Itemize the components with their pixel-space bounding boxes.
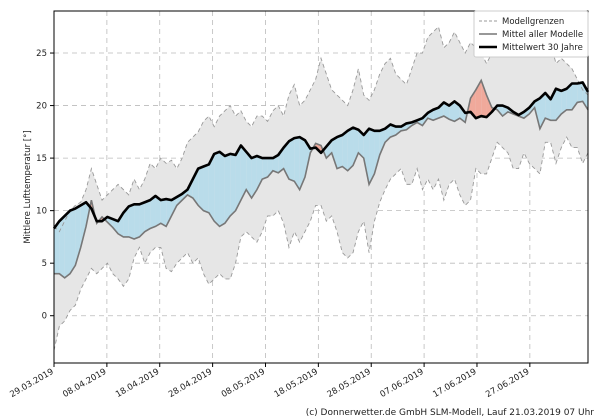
difference-segment — [128, 204, 135, 240]
difference-segment — [337, 134, 343, 169]
legend-label-model-range: Modellgrenzen — [502, 17, 564, 27]
legend: Modellgrenzen Mittel aller Modelle Mitte… — [473, 10, 589, 58]
difference-segment — [555, 88, 562, 121]
difference-segment — [118, 212, 124, 237]
x-tick-label: 17.06.2019 — [431, 367, 478, 400]
y-tick-label: 15 — [36, 154, 47, 164]
difference-segment — [443, 102, 450, 120]
x-tick-label: 18.05.2019 — [273, 367, 320, 400]
difference-segment — [203, 164, 209, 213]
difference-segment — [374, 130, 380, 174]
legend-label-model-mean: Mittel aller Modelle — [502, 30, 583, 40]
difference-segment — [150, 195, 156, 229]
difference-segment — [224, 153, 231, 224]
difference-segment — [577, 82, 583, 103]
difference-segment — [438, 102, 444, 119]
series-line-model-mean — [54, 78, 589, 279]
difference-segment — [545, 92, 551, 121]
difference-segment — [358, 129, 364, 159]
difference-segment — [353, 127, 359, 166]
difference-segment — [449, 101, 455, 122]
x-tick-label: 07.06.2019 — [378, 367, 425, 400]
x-tick-label: 28.04.2019 — [167, 367, 214, 400]
difference-segment — [123, 206, 129, 237]
y-tick-label: 0 — [42, 312, 47, 322]
difference-segment — [54, 221, 60, 274]
difference-segment — [208, 153, 215, 222]
difference-segment — [475, 80, 482, 119]
y-tick-label: 5 — [42, 259, 47, 269]
series-lines — [52, 20, 590, 351]
difference-segment — [219, 151, 225, 227]
x-tick-label: 08.04.2019 — [61, 367, 108, 400]
difference-segment — [64, 210, 71, 278]
difference-segment — [235, 145, 241, 211]
plot-frame — [53, 10, 589, 364]
difference-segment — [331, 137, 338, 169]
y-axis-label: Mittlere Lufttemperatur [°] — [23, 130, 33, 243]
difference-segment — [390, 124, 396, 138]
difference-segment — [240, 145, 247, 201]
difference-segment — [134, 204, 140, 240]
series-line-lower-bound — [53, 136, 589, 351]
difference-segment — [144, 200, 151, 232]
difference-segment — [171, 196, 177, 216]
x-tick-label: 28.05.2019 — [326, 367, 373, 400]
model-range-band — [54, 21, 588, 351]
difference-segment — [160, 199, 167, 227]
difference-segment — [342, 130, 348, 171]
difference-segment — [80, 202, 87, 248]
difference-segment — [155, 195, 161, 227]
x-tick-label: 27.06.2019 — [484, 367, 531, 400]
difference-segment — [198, 166, 204, 211]
difference-segment — [433, 107, 439, 121]
difference-segment — [267, 158, 273, 178]
difference-segment — [70, 208, 76, 274]
difference-segment — [139, 202, 145, 237]
legend-label-30y-mean: Mittelwert 30 Jahre — [502, 43, 583, 53]
difference-segment — [395, 126, 402, 135]
difference-segment — [481, 80, 487, 118]
difference-segment — [566, 83, 572, 110]
difference-segment — [454, 101, 460, 122]
legend-box — [473, 10, 589, 58]
difference-segment — [246, 151, 252, 199]
difference-segment — [251, 156, 257, 199]
series-line-upper-bound — [53, 20, 589, 233]
difference-segment — [294, 137, 300, 190]
difference-segment — [299, 137, 305, 190]
y-tick-label: 20 — [36, 102, 47, 112]
difference-segment — [379, 128, 386, 155]
difference-segment — [112, 219, 119, 234]
difference-segment — [347, 127, 354, 171]
difference-segment — [214, 151, 220, 227]
x-tick-label: 18.04.2019 — [114, 367, 161, 400]
difference-segment — [262, 158, 268, 180]
difference-segment — [288, 138, 295, 182]
series-line-30y-mean — [52, 81, 590, 230]
difference-segment — [363, 128, 370, 185]
y-tick-label: 25 — [36, 49, 47, 59]
x-tick-label: 29.03.2019 — [8, 367, 55, 400]
difference-segment — [230, 153, 236, 216]
difference-segment — [59, 215, 65, 278]
difference-segment — [459, 105, 466, 123]
y-tick-label: 10 — [36, 207, 47, 217]
footer-credit: (c) Donnerwetter.de GmbH SLM-Modell, Lau… — [306, 408, 595, 418]
x-tick-label: 08.05.2019 — [220, 367, 267, 400]
difference-segment — [561, 88, 567, 114]
difference-segment — [369, 128, 375, 185]
difference-segment — [166, 199, 172, 227]
difference-segment — [272, 154, 279, 173]
model-range-area — [54, 21, 588, 351]
